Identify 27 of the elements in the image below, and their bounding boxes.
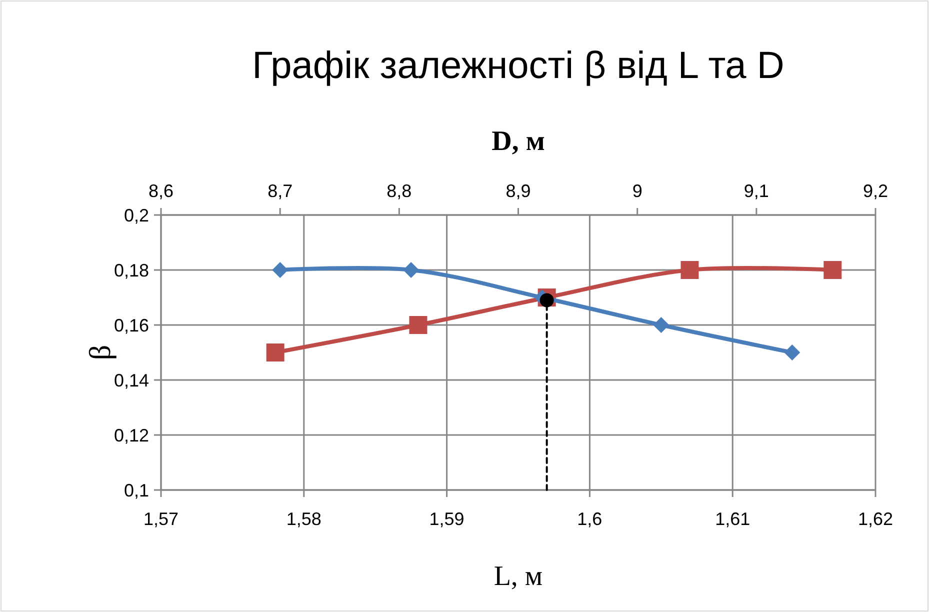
x2-tick-label: 8,7 xyxy=(268,181,293,201)
x2-tick-label: 8,6 xyxy=(148,181,174,201)
x2-tick-label: 9,2 xyxy=(862,181,888,201)
y-tick-label: 0,16 xyxy=(114,315,149,336)
x-tick-label: 1,61 xyxy=(715,509,750,529)
x2-tick-label: 9,1 xyxy=(744,181,769,201)
y-tick-label: 0,12 xyxy=(114,425,149,446)
x2-axis-title: D, м xyxy=(492,126,545,157)
x2-tick-label: 9 xyxy=(632,181,642,201)
y-tick-label: 0,2 xyxy=(124,205,149,226)
y-tick-label: 0,1 xyxy=(124,480,149,500)
x-tick-label: 1,57 xyxy=(143,509,179,529)
y-axis-title: β xyxy=(84,344,117,360)
point xyxy=(824,261,842,279)
x-tick-label: 1,6 xyxy=(577,509,602,529)
x2-tick-label: 8,8 xyxy=(386,181,412,201)
x-axis-title: L, м xyxy=(494,561,543,592)
x-tick-label: 1,62 xyxy=(858,509,894,529)
point xyxy=(680,261,699,279)
x2-tick-label: 8,9 xyxy=(506,181,531,201)
y-tick-label: 0,18 xyxy=(114,260,149,280)
point xyxy=(266,344,284,362)
point xyxy=(409,316,428,334)
x-tick-label: 1,59 xyxy=(429,509,464,529)
x-tick-label: 1,58 xyxy=(286,509,322,529)
y-tick-label: 0,14 xyxy=(114,370,149,390)
chart-title: Графік залежності β від L та D xyxy=(252,45,784,87)
